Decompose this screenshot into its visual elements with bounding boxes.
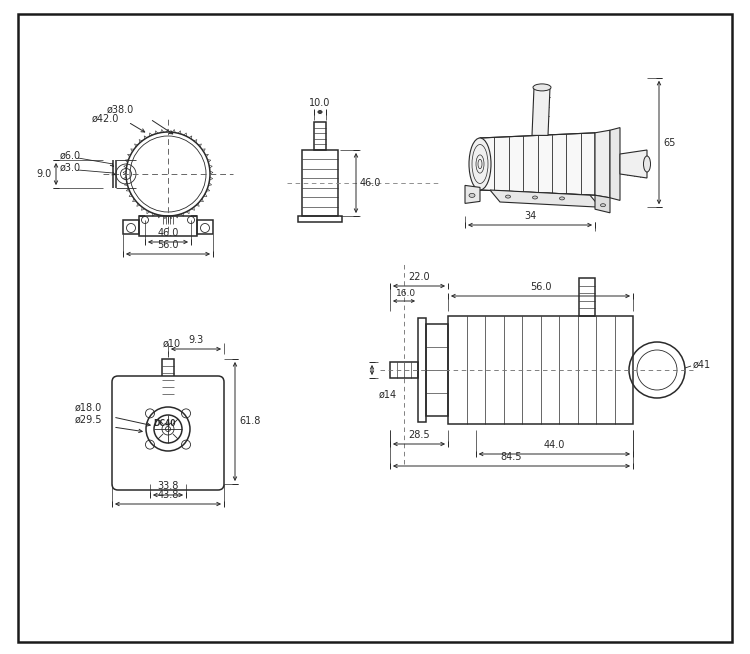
Ellipse shape (469, 138, 491, 190)
Text: 33.8: 33.8 (158, 481, 178, 491)
Polygon shape (610, 128, 620, 200)
Polygon shape (595, 130, 610, 198)
Text: ø38.0: ø38.0 (106, 105, 134, 115)
Bar (139, 216, 197, 236)
Polygon shape (490, 190, 600, 207)
Ellipse shape (560, 197, 565, 200)
Text: ø18.0: ø18.0 (74, 403, 102, 413)
Ellipse shape (601, 203, 605, 207)
Bar (418, 318, 426, 422)
Text: DC40: DC40 (154, 419, 176, 428)
Bar (314, 122, 326, 150)
Text: 46.0: 46.0 (158, 228, 178, 238)
Text: ø14: ø14 (379, 390, 397, 400)
Text: 44.0: 44.0 (544, 440, 565, 450)
Text: 46.0: 46.0 (360, 178, 381, 188)
Ellipse shape (533, 84, 551, 91)
Bar (197, 220, 213, 234)
Ellipse shape (644, 156, 650, 172)
Text: ø41: ø41 (693, 360, 711, 370)
Text: 56.0: 56.0 (530, 282, 551, 292)
Text: ø6.0: ø6.0 (60, 151, 81, 161)
Text: 34: 34 (524, 211, 536, 221)
Text: ø10: ø10 (163, 339, 181, 349)
Text: 65: 65 (663, 137, 675, 148)
Text: 28.5: 28.5 (408, 430, 430, 440)
Text: ø3.0: ø3.0 (60, 163, 81, 173)
Bar (448, 316, 633, 424)
Text: 84.5: 84.5 (501, 452, 522, 462)
Text: ø42.0: ø42.0 (92, 114, 118, 124)
Text: 22.0: 22.0 (408, 272, 430, 282)
Bar (579, 278, 595, 316)
Bar (426, 324, 448, 416)
Bar (123, 220, 139, 234)
Bar (298, 216, 342, 222)
Bar (390, 362, 418, 378)
Text: ø29.5: ø29.5 (74, 415, 102, 425)
Text: 9.0: 9.0 (37, 169, 52, 179)
Text: 10.0: 10.0 (309, 98, 331, 108)
Polygon shape (480, 133, 595, 195)
Text: 16.0: 16.0 (396, 289, 416, 298)
Polygon shape (620, 150, 647, 178)
Polygon shape (595, 195, 610, 213)
Text: 9.3: 9.3 (188, 335, 203, 345)
Text: 56.0: 56.0 (158, 240, 178, 250)
Ellipse shape (506, 195, 511, 198)
Polygon shape (465, 185, 480, 203)
Polygon shape (532, 88, 550, 135)
Ellipse shape (469, 194, 475, 198)
FancyBboxPatch shape (112, 376, 224, 490)
Bar (162, 359, 174, 401)
Ellipse shape (532, 196, 538, 199)
Text: 61.8: 61.8 (239, 417, 260, 426)
Text: 43.8: 43.8 (158, 490, 178, 500)
Bar (302, 150, 338, 216)
